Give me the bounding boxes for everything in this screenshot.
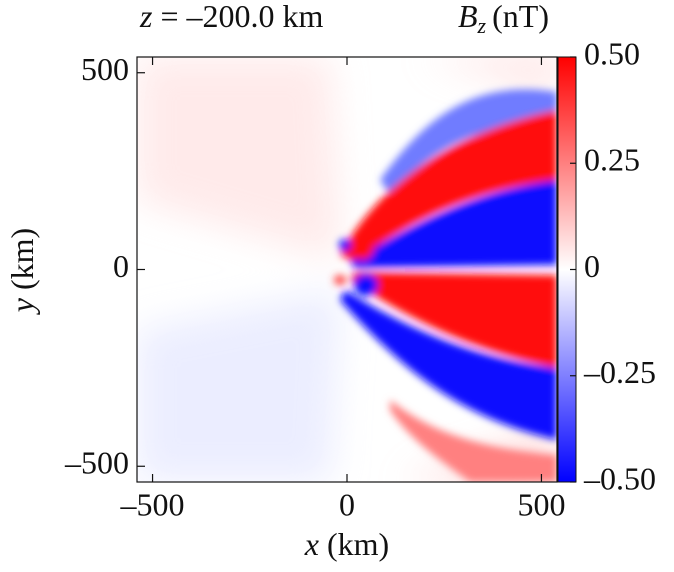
x-tick-label: 500 bbox=[517, 486, 565, 522]
y-tick-label: 0 bbox=[113, 248, 129, 284]
label-part: (km) bbox=[327, 526, 389, 562]
colorbar-tick-label: 0.25 bbox=[584, 142, 640, 178]
label-part: B bbox=[458, 0, 478, 34]
x-tick-label: –500 bbox=[120, 486, 185, 522]
colorbar-label: Bz (nT) bbox=[458, 0, 549, 38]
y-axis-label: y (km) bbox=[4, 228, 40, 315]
field-image bbox=[137, 57, 557, 482]
label-part: x bbox=[304, 526, 319, 562]
label-part: z bbox=[477, 13, 487, 38]
label-part: (nT) bbox=[492, 0, 549, 34]
y-tick-label: 500 bbox=[81, 51, 129, 87]
label-part: z bbox=[139, 0, 153, 34]
colorbar-tick-label: 0 bbox=[584, 248, 600, 284]
title: z = –200.0 km bbox=[139, 0, 324, 34]
colorbar-tick-label: 0.50 bbox=[584, 35, 640, 71]
colorbar-tick-label: –0.50 bbox=[583, 460, 656, 496]
x-axis-label: x (km) bbox=[304, 526, 389, 562]
label-part: y bbox=[4, 297, 40, 315]
colorbar-tick-label: –0.25 bbox=[583, 354, 656, 390]
label-part: (km) bbox=[4, 228, 40, 290]
label-part: = –200.0 km bbox=[160, 0, 323, 34]
x-tick-label: 0 bbox=[339, 486, 355, 522]
y-tick-label: –500 bbox=[64, 445, 129, 481]
